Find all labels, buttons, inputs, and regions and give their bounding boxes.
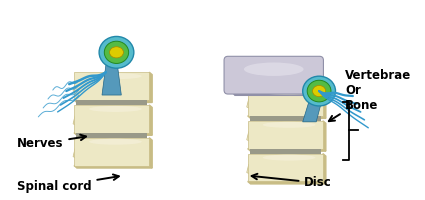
Polygon shape: [74, 100, 152, 102]
Polygon shape: [249, 116, 321, 121]
Ellipse shape: [99, 36, 134, 68]
Polygon shape: [248, 149, 326, 151]
Polygon shape: [76, 100, 147, 105]
Polygon shape: [300, 160, 324, 177]
Ellipse shape: [104, 41, 129, 63]
Polygon shape: [149, 105, 152, 135]
Polygon shape: [73, 111, 97, 129]
Polygon shape: [249, 149, 321, 154]
Ellipse shape: [89, 73, 142, 79]
Ellipse shape: [307, 80, 331, 102]
Ellipse shape: [110, 47, 123, 58]
Polygon shape: [248, 181, 326, 184]
Text: Vertebrae
Or
Bone: Vertebrae Or Bone: [329, 69, 411, 121]
Ellipse shape: [89, 106, 142, 112]
Polygon shape: [230, 90, 323, 96]
Text: Disc: Disc: [252, 174, 332, 189]
Polygon shape: [74, 105, 149, 133]
Polygon shape: [73, 78, 97, 96]
Polygon shape: [74, 138, 149, 166]
Polygon shape: [126, 144, 150, 162]
Polygon shape: [303, 100, 322, 122]
Polygon shape: [74, 72, 149, 100]
Polygon shape: [248, 116, 326, 118]
Polygon shape: [74, 166, 152, 168]
Polygon shape: [300, 127, 324, 145]
Polygon shape: [76, 133, 147, 138]
Polygon shape: [73, 144, 97, 162]
Polygon shape: [149, 138, 152, 168]
Polygon shape: [248, 121, 323, 149]
Text: Nerves: Nerves: [17, 135, 86, 150]
Polygon shape: [247, 94, 271, 112]
Polygon shape: [126, 78, 150, 96]
Polygon shape: [149, 72, 152, 102]
Ellipse shape: [263, 89, 315, 95]
Polygon shape: [323, 88, 326, 118]
Ellipse shape: [263, 122, 315, 128]
Ellipse shape: [89, 139, 142, 145]
Polygon shape: [247, 160, 271, 177]
Polygon shape: [248, 154, 323, 181]
Polygon shape: [247, 127, 271, 145]
Ellipse shape: [303, 76, 335, 106]
Polygon shape: [74, 133, 152, 135]
Ellipse shape: [312, 85, 326, 97]
Ellipse shape: [263, 155, 315, 161]
Polygon shape: [102, 65, 121, 95]
Polygon shape: [300, 94, 324, 112]
FancyBboxPatch shape: [224, 56, 323, 94]
Polygon shape: [323, 121, 326, 151]
Ellipse shape: [244, 63, 303, 76]
Polygon shape: [248, 88, 323, 116]
Polygon shape: [323, 154, 326, 184]
Polygon shape: [126, 111, 150, 129]
Text: Spinal cord: Spinal cord: [17, 174, 119, 193]
